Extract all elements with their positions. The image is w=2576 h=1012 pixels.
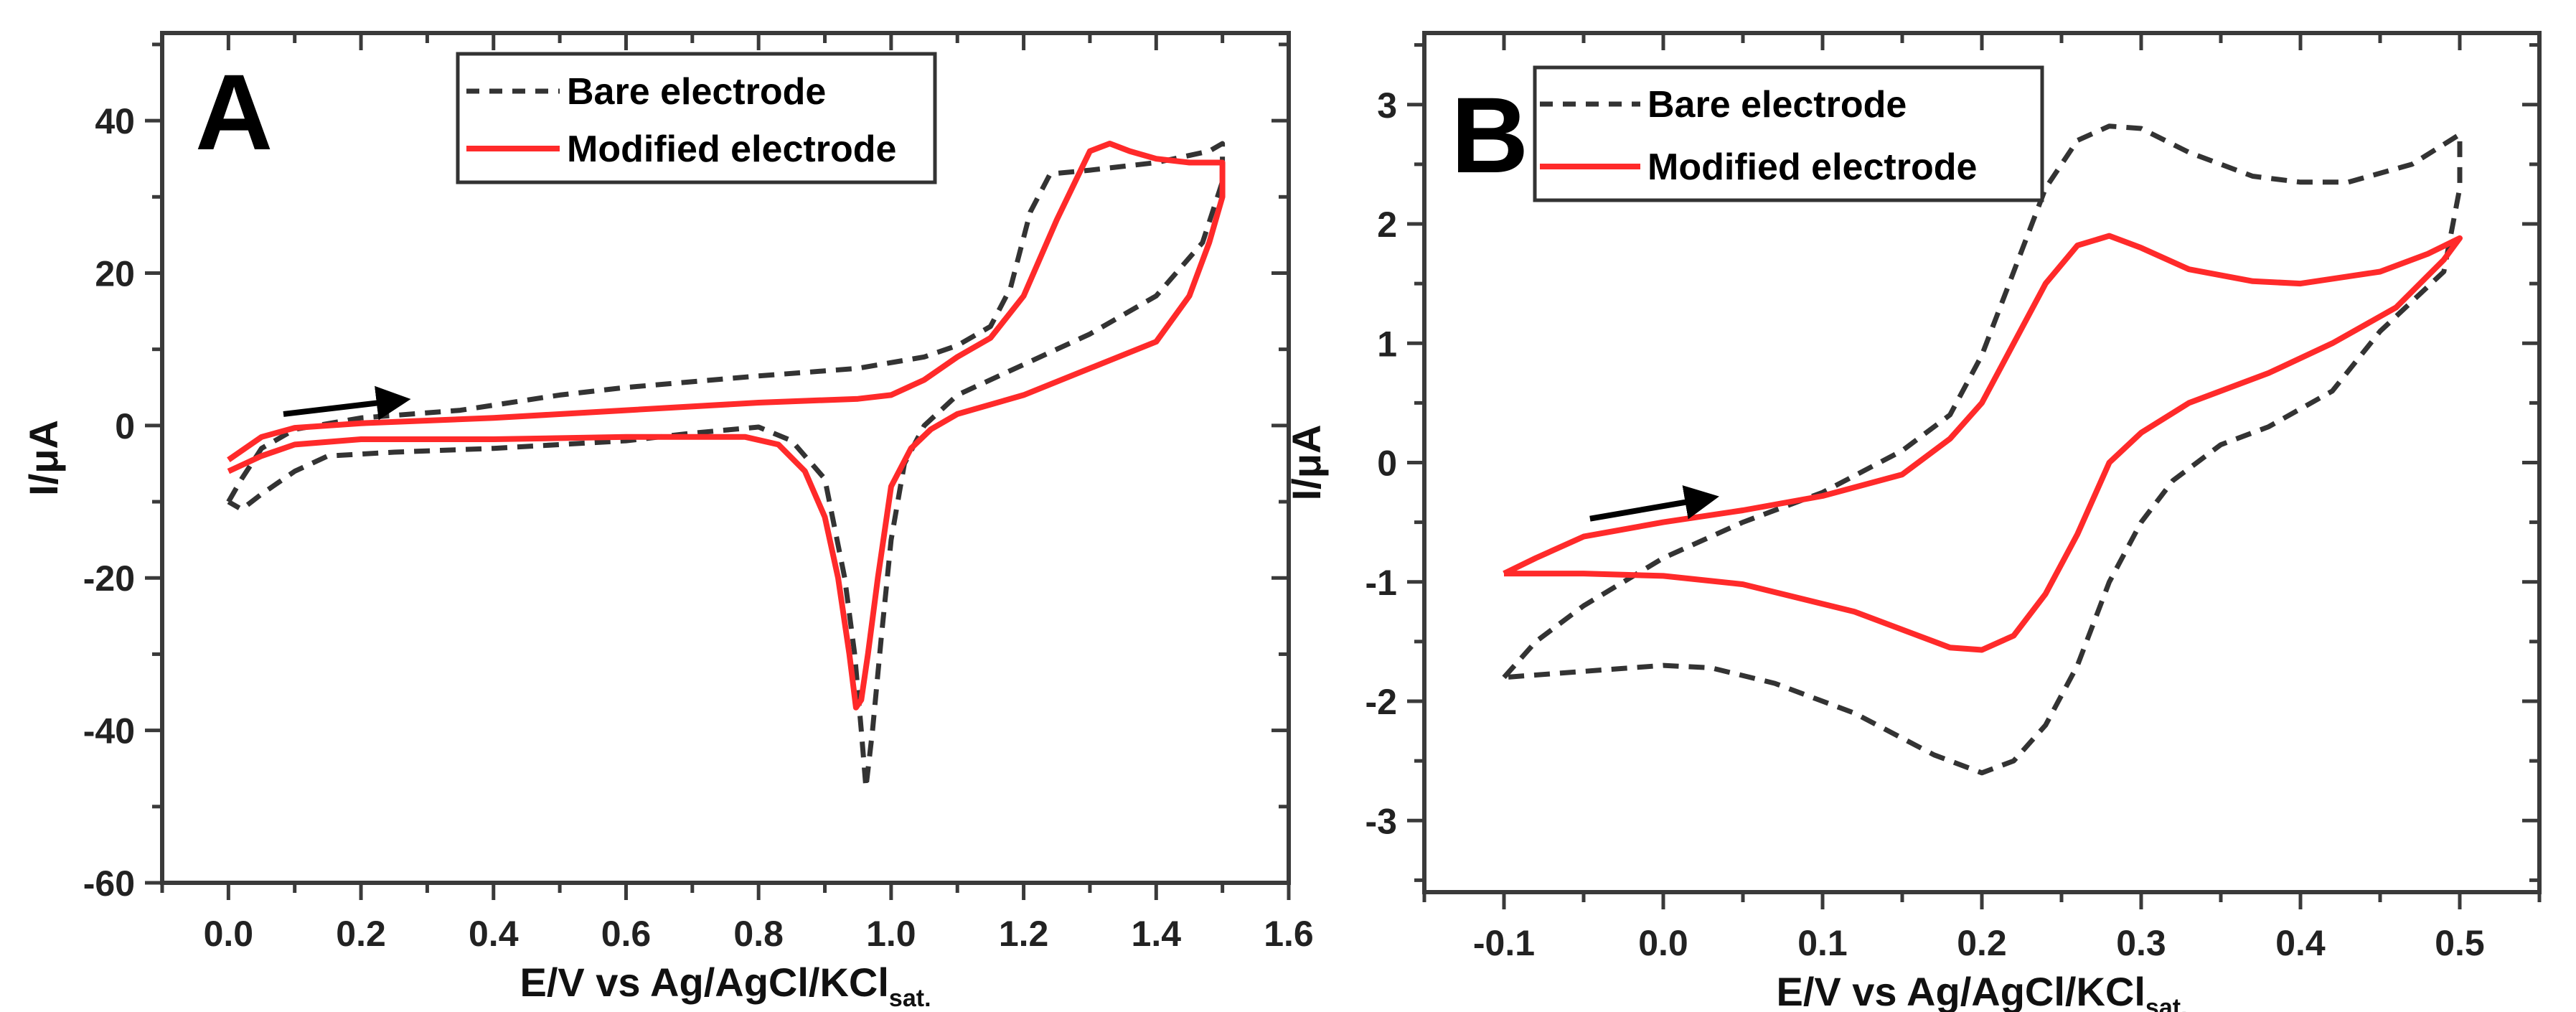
- y-tick-label: -2: [1365, 682, 1397, 722]
- y-tick-label: -60: [83, 863, 135, 904]
- legend-label: Modified electrode: [567, 128, 896, 170]
- legend: Bare electrode Modified electrode: [1533, 65, 2044, 202]
- scan-direction-arrow-icon: [1589, 485, 1719, 522]
- scan-direction-arrow-icon: [283, 385, 411, 421]
- y-tick-label: 2: [1377, 205, 1397, 245]
- legend: Bare electrode Modified electrode: [456, 52, 937, 184]
- y-tick-label: -1: [1365, 563, 1397, 603]
- x-axis-label-subscript: sat.: [2145, 994, 2188, 1012]
- x-axis-label-main: E/V vs Ag/AgCl/KCl: [520, 960, 888, 1005]
- x-tick-label: 0.4: [2275, 923, 2326, 963]
- x-tick-label: 1.4: [1132, 914, 1182, 954]
- x-tick-label: 0.8: [733, 914, 784, 954]
- chart-panel-a: 0.0 0.2 0.4 0.6 0.8 1.0 1.2 1.4 1.6 -60 -40 -20 0 20 4…: [21, 31, 1314, 1012]
- legend-box: [456, 52, 937, 184]
- y-tick-label: -20: [83, 558, 135, 599]
- series-line-modified-electrode: [1503, 233, 2463, 653]
- y-tick-label: 20: [95, 253, 135, 294]
- legend-label: Bare electrode: [1647, 84, 1907, 126]
- x-tick-label: 0.2: [336, 914, 386, 954]
- y-axis-label: I/μA: [21, 420, 66, 496]
- panel-label: B: [1451, 75, 1528, 195]
- x-tick-label: 0.2: [1957, 923, 2007, 963]
- y-tick-label: 40: [95, 101, 135, 141]
- plot-frame: [160, 31, 1291, 885]
- panel-label: A: [195, 52, 273, 172]
- series-line-bare-electrode: [226, 141, 1226, 790]
- x-tick-label: 0.0: [1638, 923, 1688, 963]
- x-axis-label: E/V vs Ag/AgCl/KClsat.: [1776, 969, 2187, 1012]
- x-axis-label: E/V vs Ag/AgCl/KClsat.: [520, 960, 931, 1012]
- y-tick-label: -40: [83, 711, 135, 751]
- y-tick-label: 0: [1377, 444, 1397, 484]
- x-tick-label: 0.6: [601, 914, 652, 954]
- y-tick-label: 1: [1377, 324, 1397, 364]
- x-tick-label: 0.3: [2116, 923, 2166, 963]
- legend-label: Modified electrode: [1647, 146, 1977, 188]
- x-tick-label: 0.4: [469, 914, 519, 954]
- y-tick-label: 0: [115, 406, 135, 446]
- x-axis-label-subscript: sat.: [889, 985, 931, 1012]
- x-tick-label: 1.2: [999, 914, 1049, 954]
- x-tick-label: 1.6: [1264, 914, 1314, 954]
- y-tick-label: 3: [1377, 85, 1397, 126]
- series-line-modified-electrode: [227, 141, 1226, 711]
- x-tick-label: 0.0: [204, 914, 254, 954]
- legend-box: [1533, 65, 2044, 202]
- y-axis-label: I/μA: [1284, 425, 1329, 501]
- x-axis-label-main: E/V vs Ag/AgCl/KCl: [1776, 969, 2145, 1012]
- legend-label: Bare electrode: [567, 71, 826, 113]
- y-tick-label: -3: [1365, 801, 1397, 841]
- chart-panel-b: -0.1 0.0 0.1 0.2 0.3 0.4 0.5 -3 -2 -1 0 1 2 3 E/V vs A…: [1284, 31, 2542, 1012]
- x-tick-label: 1.0: [866, 914, 916, 954]
- x-tick-label: 0.5: [2435, 923, 2485, 963]
- x-tick-label: -0.1: [1473, 923, 1535, 963]
- series-line-bare-electrode: [1502, 123, 2463, 776]
- x-tick-label: 0.1: [1797, 923, 1848, 963]
